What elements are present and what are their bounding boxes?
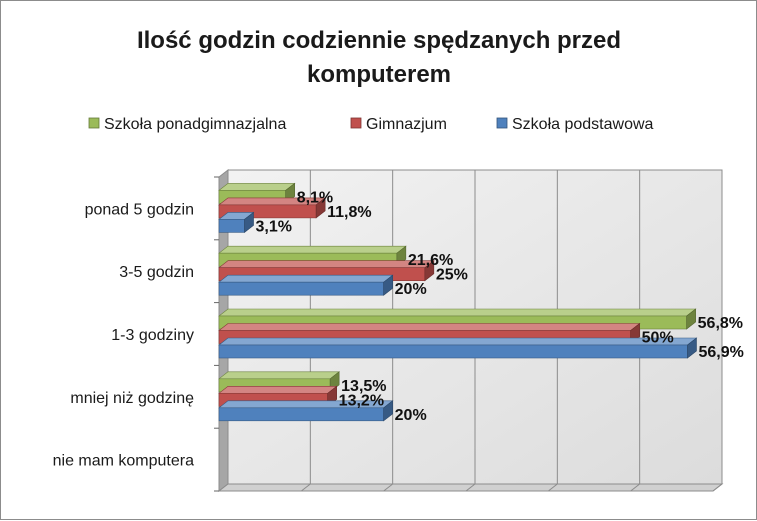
bar bbox=[218, 211, 255, 234]
bar-top-face bbox=[218, 323, 641, 331]
bar-end-face bbox=[383, 400, 393, 422]
bar-top-face bbox=[218, 274, 394, 283]
legend-swatch bbox=[496, 117, 508, 129]
data-label: 3,1% bbox=[256, 218, 292, 235]
bar-end-face bbox=[686, 308, 696, 330]
data-label: 50% bbox=[642, 330, 674, 347]
legend-entry: Szkoła ponadgimnazjalna bbox=[104, 116, 286, 133]
bar bbox=[218, 337, 698, 359]
data-label: 11,8% bbox=[327, 204, 371, 221]
bar-front-face bbox=[218, 407, 384, 422]
data-label: 21,6% bbox=[408, 252, 453, 269]
bar-end-face bbox=[315, 197, 326, 219]
data-label: 25% bbox=[436, 267, 468, 284]
category-label: ponad 5 godzin bbox=[85, 201, 194, 218]
data-label: 20% bbox=[395, 281, 427, 298]
floor-gridline bbox=[712, 483, 723, 492]
bar-end-face bbox=[424, 260, 435, 282]
bar-top-face bbox=[218, 371, 341, 380]
chart-title-line: Ilość godzin codziennie spędzanych przed bbox=[137, 27, 621, 54]
data-label: 8,1% bbox=[297, 189, 333, 206]
data-label: 56,9% bbox=[698, 344, 743, 361]
bar-top-face bbox=[218, 245, 407, 254]
legend-swatch bbox=[350, 117, 362, 129]
bar-end-face bbox=[383, 274, 393, 296]
data-label: 13,5% bbox=[341, 378, 386, 395]
floor-gridline bbox=[301, 483, 311, 492]
bar-top-face bbox=[218, 260, 435, 269]
category-label: 3-5 godzin bbox=[119, 264, 194, 281]
category-label: nie mam komputera bbox=[53, 453, 194, 470]
bar-front-face bbox=[218, 344, 688, 359]
bar-top-face bbox=[218, 385, 338, 394]
bar-end-face bbox=[244, 211, 254, 234]
bar-top-face bbox=[218, 183, 296, 191]
bar-front-face bbox=[218, 219, 245, 233]
data-label: 13,2% bbox=[339, 392, 384, 409]
bar bbox=[218, 274, 394, 296]
legend-entry: Szkoła podstawowa bbox=[512, 116, 654, 133]
bar-front-face bbox=[218, 281, 384, 296]
category-label: 1-3 godziny bbox=[111, 327, 194, 344]
floor-gridline bbox=[465, 483, 476, 492]
floor-gridline bbox=[383, 483, 393, 492]
legend-entry: Gimnazjum bbox=[366, 116, 447, 133]
floor-gridline bbox=[548, 483, 558, 492]
bar-top-face bbox=[218, 308, 697, 317]
chart-title-line: komputerem bbox=[307, 61, 451, 88]
legend-swatch bbox=[88, 117, 100, 129]
category-label: mniej niż godzinę bbox=[70, 390, 194, 407]
data-label: 56,8% bbox=[698, 315, 743, 332]
floor-gridline bbox=[630, 483, 640, 492]
data-label: 20% bbox=[395, 407, 427, 424]
bar bbox=[218, 400, 394, 422]
bar-end-face bbox=[687, 337, 697, 359]
bar-top-face bbox=[218, 337, 698, 346]
